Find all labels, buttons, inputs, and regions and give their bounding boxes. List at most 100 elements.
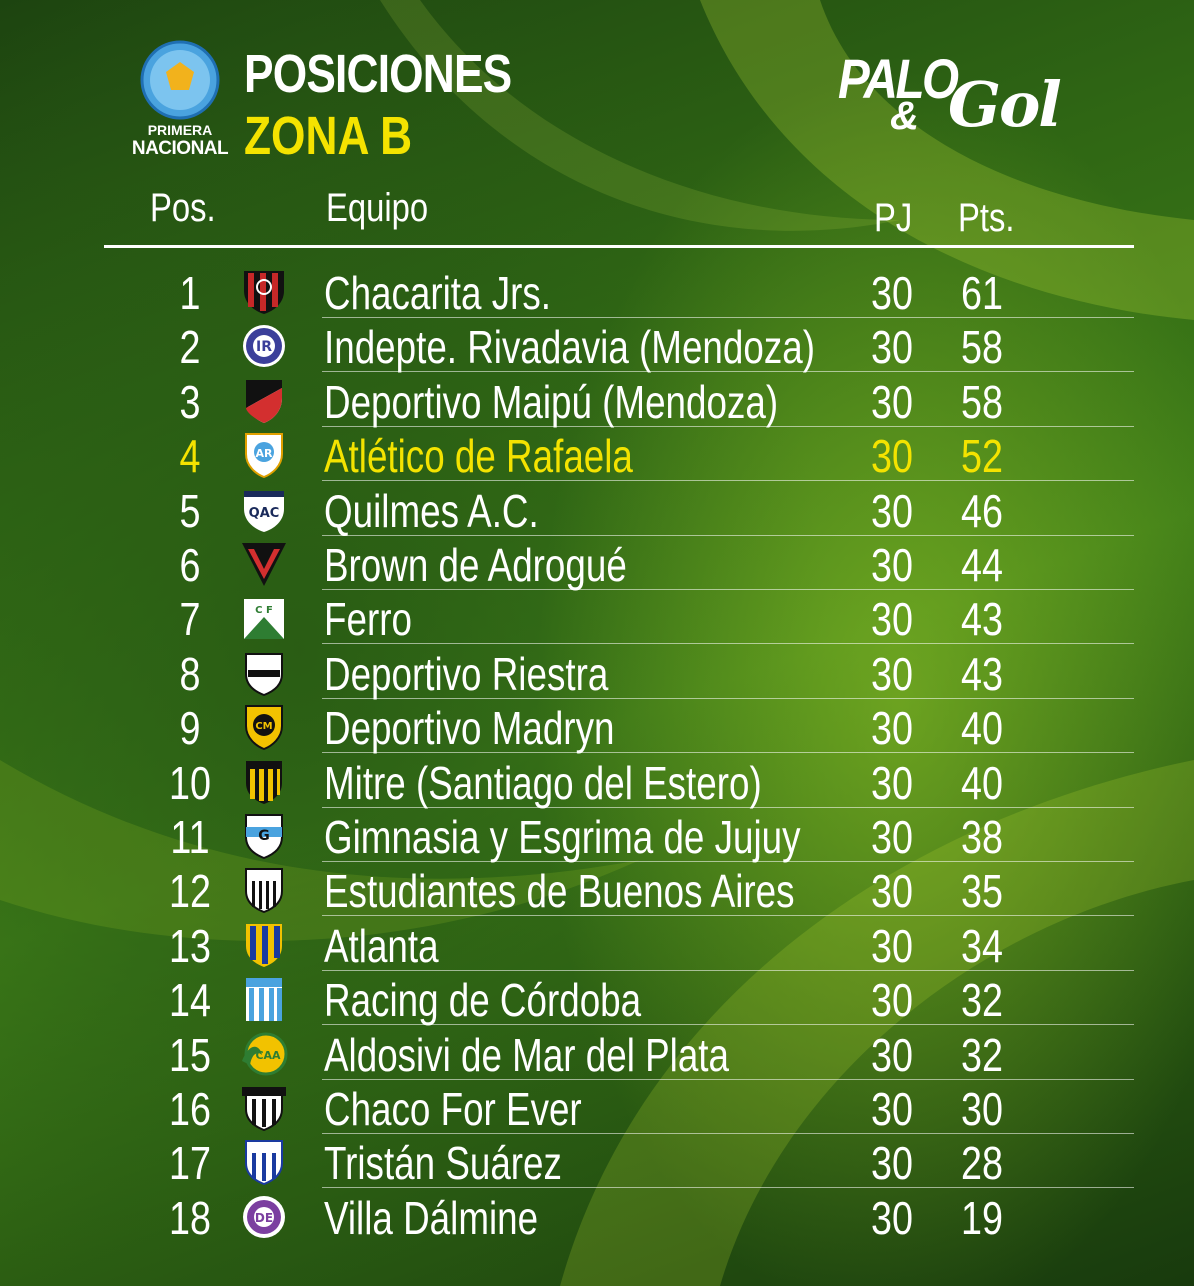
svg-text:C F: C F <box>255 605 273 616</box>
row-position: 13 <box>169 919 211 972</box>
ferro-crest-icon: C F <box>240 595 288 641</box>
table-row: 11 G Gimnasia y Esgrima de Jujuy 30 38 <box>0 808 1194 863</box>
row-position: 5 <box>179 484 201 537</box>
row-team: Villa Dálmine <box>324 1191 539 1244</box>
chaco-for-ever-crest-icon <box>240 1085 288 1132</box>
racing-cordoba-crest-icon <box>240 976 288 1022</box>
svg-text:CM: CM <box>255 721 272 732</box>
row-pts: 52 <box>961 430 1003 483</box>
row-pts: 40 <box>961 756 1003 809</box>
svg-text:CAA: CAA <box>255 1049 281 1062</box>
svg-text:G: G <box>258 828 270 844</box>
row-pj: 30 <box>871 484 913 537</box>
row-team: Atlético de Rafaela <box>324 430 633 483</box>
row-pts: 30 <box>961 1083 1003 1135</box>
row-pj: 30 <box>871 375 913 428</box>
svg-text:QAC: QAC <box>249 506 280 521</box>
table-row: 1 Chacarita Jrs. 30 61 <box>0 264 1194 319</box>
deportivo-madryn-crest-icon: CM <box>240 704 288 751</box>
row-position: 18 <box>169 1191 211 1244</box>
row-pts: 35 <box>961 865 1003 918</box>
row-team: Ferro <box>324 593 412 646</box>
table-row: 2 IR Indepte. Rivadavia (Mendoza) 30 58 <box>0 318 1194 374</box>
row-pj: 30 <box>871 702 913 755</box>
row-team: Brown de Adrogué <box>324 539 627 591</box>
table-row: 16 Chaco For Ever 30 30 <box>0 1080 1194 1135</box>
row-divider <box>322 371 1134 373</box>
row-pts: 28 <box>961 1137 1003 1190</box>
row-pj: 30 <box>871 1191 913 1244</box>
row-pts: 46 <box>961 484 1003 537</box>
row-divider <box>322 697 1134 699</box>
table-row: 18 DE Villa Dálmine 30 19 <box>0 1189 1194 1244</box>
row-team: Deportivo Maipú (Mendoza) <box>324 375 779 428</box>
table-row: 14 Racing de Córdoba 30 32 <box>0 971 1194 1027</box>
row-pj: 30 <box>871 430 913 483</box>
row-pts: 58 <box>961 321 1003 374</box>
row-team: Racing de Córdoba <box>324 974 642 1027</box>
row-pts: 61 <box>961 267 1003 319</box>
row-pj: 30 <box>871 321 913 374</box>
aldosivi-crest-icon: CAA <box>240 1031 288 1077</box>
row-pj: 30 <box>871 811 913 863</box>
table-row: 13 Atlanta 30 34 <box>0 917 1194 972</box>
deportivo-riestra-crest-icon <box>240 650 288 696</box>
row-pj: 30 <box>871 1083 913 1135</box>
row-pj: 30 <box>871 865 913 918</box>
row-divider <box>322 1078 1134 1080</box>
row-pts: 32 <box>961 974 1003 1027</box>
row-divider <box>322 806 1134 808</box>
svg-text:IR: IR <box>256 339 272 355</box>
row-pts: 43 <box>961 647 1003 700</box>
row-pts: 19 <box>961 1191 1003 1244</box>
row-position: 3 <box>179 375 201 428</box>
row-team: Aldosivi de Mar del Plata <box>324 1028 729 1081</box>
row-team: Estudiantes de Buenos Aires <box>324 865 795 918</box>
row-divider <box>322 643 1134 645</box>
primera-nacional-logo: PRIMERA NACIONAL <box>128 40 232 162</box>
estudiantes-ba-crest-icon <box>240 867 288 914</box>
league-name-line2: NACIONAL <box>131 138 229 159</box>
row-pj: 30 <box>871 539 913 591</box>
page-title: POSICIONES <box>244 44 512 104</box>
row-pj: 30 <box>871 756 913 809</box>
column-header-pos: Pos. <box>150 186 216 230</box>
row-position: 15 <box>169 1028 211 1081</box>
column-header-pts: Pts. <box>958 196 1015 240</box>
independiente-rivadavia-crest-icon: IR <box>240 323 288 369</box>
row-divider <box>322 915 1134 917</box>
table-row: 5 QAC Quilmes A.C. 30 46 <box>0 482 1194 537</box>
row-pts: 40 <box>961 702 1003 755</box>
table-row: 8 Deportivo Riestra 30 43 <box>0 645 1194 700</box>
row-position: 2 <box>179 321 201 374</box>
brand-palo: PALO <box>838 47 959 110</box>
row-position: 11 <box>170 811 210 863</box>
quilmes-crest-icon: QAC <box>240 487 288 533</box>
row-divider <box>322 752 1134 754</box>
row-position: 8 <box>179 647 201 700</box>
row-pj: 30 <box>871 974 913 1027</box>
tristan-suarez-crest-icon <box>240 1139 288 1186</box>
table-row: 15 CAA Aldosivi de Mar del Plata 30 32 <box>0 1026 1194 1081</box>
row-position: 12 <box>169 865 211 918</box>
row-team: Tristán Suárez <box>324 1137 562 1190</box>
villa-dalmine-crest-icon: DE <box>240 1194 288 1240</box>
header-divider <box>104 245 1134 248</box>
svg-text:AR: AR <box>256 447 274 460</box>
row-divider <box>322 1187 1134 1189</box>
row-pts: 38 <box>961 811 1003 863</box>
row-divider <box>322 425 1134 427</box>
row-position: 4 <box>179 430 201 483</box>
atlanta-crest-icon <box>240 922 288 968</box>
row-divider <box>322 589 1134 590</box>
palo-y-gol-logo: PALO & Gol <box>832 46 1082 146</box>
row-team: Mitre (Santiago del Estero) <box>324 756 762 809</box>
row-team: Deportivo Madryn <box>324 702 615 755</box>
gimnasia-jujuy-crest-icon: G <box>240 813 288 860</box>
row-position: 17 <box>169 1137 211 1190</box>
row-position: 9 <box>179 702 201 755</box>
row-team: Deportivo Riestra <box>324 647 609 700</box>
row-pts: 34 <box>961 919 1003 972</box>
row-pj: 30 <box>871 647 913 700</box>
